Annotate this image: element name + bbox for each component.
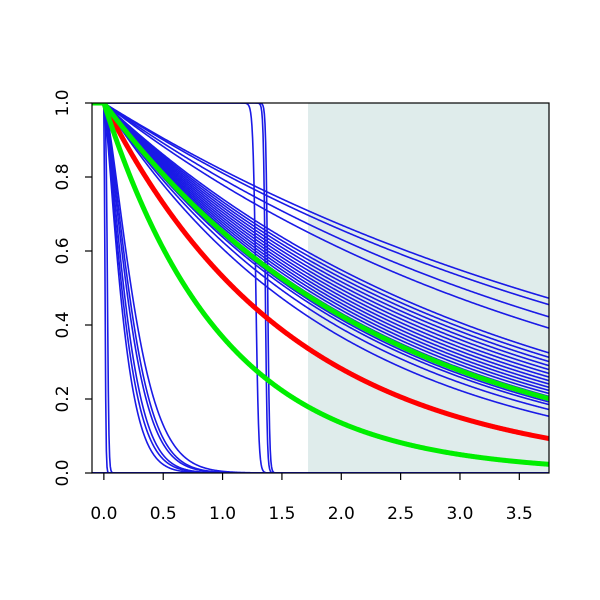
x-tick-label: 2.5 [387,504,414,524]
x-tick-label: 1.5 [268,504,295,524]
blue-series-line [92,103,549,382]
blue-series-line [92,103,549,359]
x-tick-label: 0.5 [150,504,177,524]
y-tick-label: 0.2 [53,385,73,412]
y-tick-label: 0.8 [53,163,73,190]
red-series-line [92,103,549,441]
blue-series-line [92,103,549,473]
x-tick-label: 3.5 [506,504,533,524]
blue-series-line [92,103,549,363]
blue-series-line [92,103,549,473]
x-tick-label: 3.0 [446,504,473,524]
y-tick-label: 0.6 [53,237,73,264]
blue-series-line [92,103,549,354]
blue-series-line [92,103,549,392]
blue-series-line [92,103,549,367]
blue-series-line [92,103,549,385]
y-axis: 0.0 0.2 0.4 0.6 0.8 1.0 [53,89,92,487]
green-series-line [92,103,549,467]
y-tick-label: 1.0 [53,89,73,116]
blue-series-line [92,103,549,306]
blue-series-line [92,103,549,378]
blue-series-line [92,103,549,473]
blue-series-line [92,103,549,318]
blue-series-line [92,103,549,299]
y-tick-label: 0.4 [53,311,73,338]
x-tick-label: 0.0 [90,504,117,524]
blue-series-line [92,103,549,389]
blue-series-line [92,103,549,375]
blue-series-line [92,103,549,371]
x-axis: 0.0 0.5 1.0 1.5 2.0 2.5 3.0 3.5 [90,473,533,524]
x-tick-label: 1.0 [209,504,236,524]
blue-series-line [92,103,549,473]
y-tick-label: 0.0 [53,459,73,486]
series-layer [92,103,549,473]
blue-series-line [92,103,549,473]
blue-series-line [92,103,549,411]
x-tick-label: 2.0 [328,504,355,524]
green-series-line [92,103,549,402]
shaded-region [308,103,549,473]
blue-series-line [92,103,549,418]
plot-frame [91,102,550,474]
blue-series-line [92,103,549,473]
blue-series-line [92,103,549,329]
